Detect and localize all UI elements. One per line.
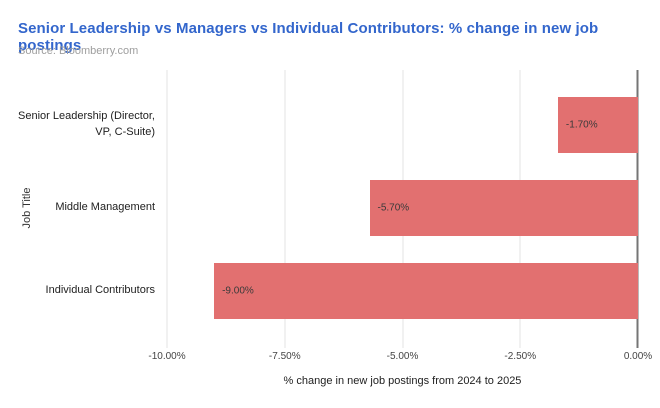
bar-value-label: -1.70% (565, 119, 598, 130)
category-label: Middle Management (0, 166, 155, 249)
gridline (166, 70, 168, 348)
x-axis-tick-labels: -10.00% -7.50% -5.00% -2.50% 0.00% (148, 351, 652, 365)
bar-1: -5.70% (369, 179, 638, 236)
category-label-line: VP, C-Suite) (95, 125, 155, 138)
bar-value-label: -9.00% (222, 285, 254, 296)
category-label: Senior Leadership (Director, VP, C-Suite) (0, 83, 155, 166)
bar-row: -5.70% (167, 166, 638, 249)
x-tick-label: 0.00% (623, 351, 653, 362)
x-tick-label: -7.50% (268, 351, 301, 362)
y-axis-category-labels: Senior Leadership (Director, VP, C-Suite)… (0, 83, 155, 332)
category-label-line: Individual Contributors (45, 283, 155, 296)
x-tick-label: -2.50% (504, 351, 537, 362)
chart-title: Senior Leadership vs Managers vs Individ… (18, 20, 599, 54)
bar-row: -1.70% (167, 83, 638, 166)
gridline (284, 70, 286, 348)
category-label-line: Middle Management (55, 200, 155, 213)
bar-0: -1.70% (557, 96, 638, 153)
x-axis-title: % change in new job postings from 2024 t… (283, 375, 522, 387)
bar-row: -9.00% (167, 249, 638, 332)
x-tick-label: -5.00% (386, 351, 419, 362)
x-tick-label: -10.00% (148, 351, 186, 362)
bar-value-label: -5.70% (377, 202, 410, 213)
bar-series: -1.70% -5.70% -9.00% (167, 83, 638, 332)
category-label-line: Senior Leadership (Director, (18, 110, 155, 123)
chart-source: Source: Bloomberry.com (18, 45, 139, 57)
category-label: Individual Contributors (0, 249, 155, 332)
bar-2: -9.00% (214, 262, 638, 319)
